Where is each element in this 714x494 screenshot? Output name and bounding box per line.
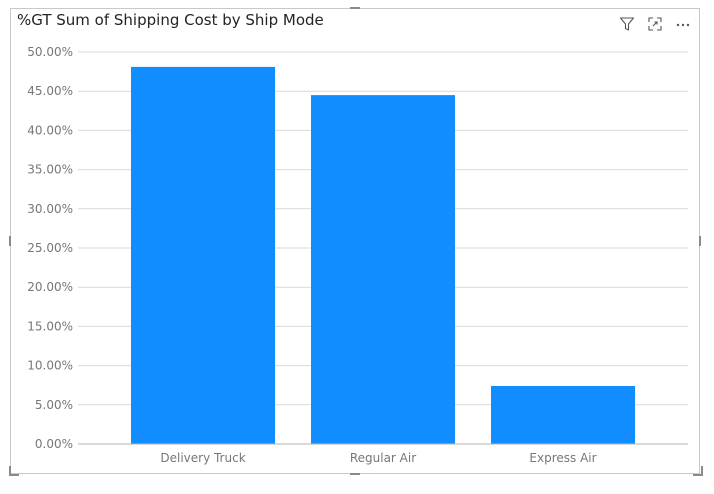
resize-handle-bottom-left[interactable] bbox=[9, 466, 19, 476]
y-tick-label: 20.00% bbox=[27, 280, 73, 294]
resize-handle-left[interactable] bbox=[9, 236, 11, 246]
y-tick-label: 5.00% bbox=[35, 398, 73, 412]
more-options-icon[interactable] bbox=[673, 15, 693, 33]
bar-express-air[interactable] bbox=[491, 385, 635, 444]
visual-header-toolbar bbox=[617, 15, 693, 33]
resize-handle-right[interactable] bbox=[699, 236, 701, 246]
x-category-label: Express Air bbox=[529, 451, 596, 465]
y-tick-label: 40.00% bbox=[27, 123, 73, 137]
y-tick-label: 50.00% bbox=[27, 45, 73, 59]
resize-handle-bottom-right[interactable] bbox=[693, 466, 703, 476]
y-tick-label: 30.00% bbox=[27, 202, 73, 216]
y-tick-label: 35.00% bbox=[27, 163, 73, 177]
y-tick-label: 45.00% bbox=[27, 84, 73, 98]
bar-regular-air[interactable] bbox=[311, 95, 455, 445]
chart-title: %GT Sum of Shipping Cost by Ship Mode bbox=[17, 11, 324, 29]
resize-handle-top[interactable] bbox=[350, 7, 360, 9]
filter-icon[interactable] bbox=[617, 15, 637, 33]
y-tick-label: 10.00% bbox=[27, 359, 73, 373]
y-tick-label: 0.00% bbox=[35, 437, 73, 451]
y-tick-label: 15.00% bbox=[27, 319, 73, 333]
focus-mode-icon[interactable] bbox=[645, 15, 665, 33]
x-category-label: Delivery Truck bbox=[160, 451, 245, 465]
x-category-label: Regular Air bbox=[350, 451, 416, 465]
resize-handle-bottom[interactable] bbox=[350, 473, 360, 475]
y-tick-label: 25.00% bbox=[27, 241, 73, 255]
bar-delivery-truck[interactable] bbox=[131, 66, 275, 444]
